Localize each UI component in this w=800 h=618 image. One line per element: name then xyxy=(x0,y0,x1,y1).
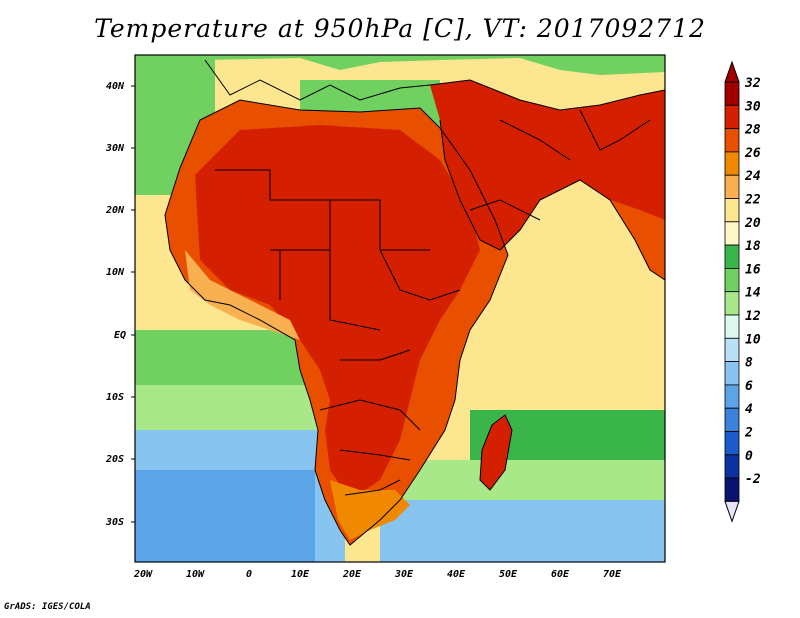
colorbar-swatch xyxy=(724,221,740,246)
colorbar-label: 2 xyxy=(744,426,753,441)
plot-frame xyxy=(134,54,666,563)
colorbar-swatch xyxy=(724,81,740,106)
colorbar-label: 14 xyxy=(745,286,761,301)
lat-label: 30N xyxy=(105,143,125,154)
ocean-indian-cold xyxy=(380,500,665,562)
colorbar-swatch xyxy=(724,407,740,432)
colorbar-swatch xyxy=(724,291,740,316)
colorbar-label: 28 xyxy=(744,123,761,138)
colorbar-over-triangle xyxy=(724,60,740,83)
africa-west-mild xyxy=(185,250,300,340)
europe-land xyxy=(200,55,665,75)
africa-south-mild xyxy=(330,480,410,540)
lon-label: 60E xyxy=(551,569,570,580)
colorbar-label: 4 xyxy=(745,402,753,417)
colorbar-swatch xyxy=(724,454,740,479)
lon-label: 10E xyxy=(291,569,310,580)
lat-labels: 40N 30N 20N 10N EQ 10S 20S 30S xyxy=(105,81,126,528)
colorbar-label: 8 xyxy=(745,356,753,371)
lat-label: EQ xyxy=(114,330,126,341)
africa-hot-core xyxy=(195,125,480,500)
lon-label: 20W xyxy=(133,569,153,580)
colorbar-label: 24 xyxy=(744,169,761,184)
lat-label: 40N xyxy=(106,81,125,92)
lon-label: 40E xyxy=(447,569,466,580)
lon-label: 50E xyxy=(499,569,518,580)
colorbar-label: 16 xyxy=(745,262,761,277)
colorbar-label: 32 xyxy=(744,76,761,91)
grads-credit: GrADS: IGES/COLA xyxy=(4,602,91,612)
lon-label: 10W xyxy=(186,569,205,580)
colorbar-swatch xyxy=(724,361,740,386)
colorbar-label: 30 xyxy=(744,99,761,114)
colorbar-swatch xyxy=(724,337,740,362)
india-peninsula xyxy=(610,200,665,280)
colorbar-swatch xyxy=(724,431,740,456)
lon-labels: 20W 10W 0 10E 20E 30E 40E 50E 60E 70E xyxy=(133,569,622,580)
map-title: Temperature at 950hPa [C], VT: 201709271… xyxy=(94,14,706,43)
lon-label: 30E xyxy=(394,569,414,580)
ocean-south-colder xyxy=(135,470,315,562)
lat-label: 30S xyxy=(105,517,124,528)
colorbar-swatch xyxy=(724,151,740,176)
colorbar-swatch xyxy=(724,267,740,293)
colorbar-label: 0 xyxy=(745,449,753,464)
colorbar-swatch xyxy=(724,244,740,269)
colorbar-swatch xyxy=(724,128,740,153)
lat-label: 20S xyxy=(105,454,124,465)
temperature-field xyxy=(135,55,665,562)
colorbar-label: -2 xyxy=(745,472,761,487)
colorbar-label: 10 xyxy=(745,332,761,347)
colorbar-under-triangle xyxy=(724,500,740,523)
colorbar-swatch xyxy=(724,174,740,199)
colorbar-swatch xyxy=(724,198,740,223)
lat-label: 10N xyxy=(106,267,125,278)
ocean-eq-green xyxy=(135,330,315,390)
lon-label: 70E xyxy=(603,569,622,580)
lat-label: 20N xyxy=(105,205,125,216)
colorbar-label: 26 xyxy=(744,146,761,161)
colorbar-swatch xyxy=(724,314,740,339)
colorbar-swatch xyxy=(724,477,740,502)
colorbar-label: 22 xyxy=(744,193,761,208)
colorbar-label: 20 xyxy=(744,216,761,231)
colorbar-label: 12 xyxy=(745,309,761,324)
ocean-indian-lightgreen xyxy=(400,460,665,500)
lat-ticks xyxy=(131,85,135,523)
lon-label: 0 xyxy=(246,569,252,580)
colorbar-swatch xyxy=(724,384,740,409)
lat-label: 10S xyxy=(106,392,124,403)
coastlines xyxy=(164,59,665,546)
colorbar-swatch xyxy=(724,104,740,130)
arabia-land xyxy=(430,80,665,260)
lon-label: 20E xyxy=(342,569,362,580)
colorbar-label: 6 xyxy=(745,379,753,394)
colorbar-label: 18 xyxy=(745,239,761,254)
